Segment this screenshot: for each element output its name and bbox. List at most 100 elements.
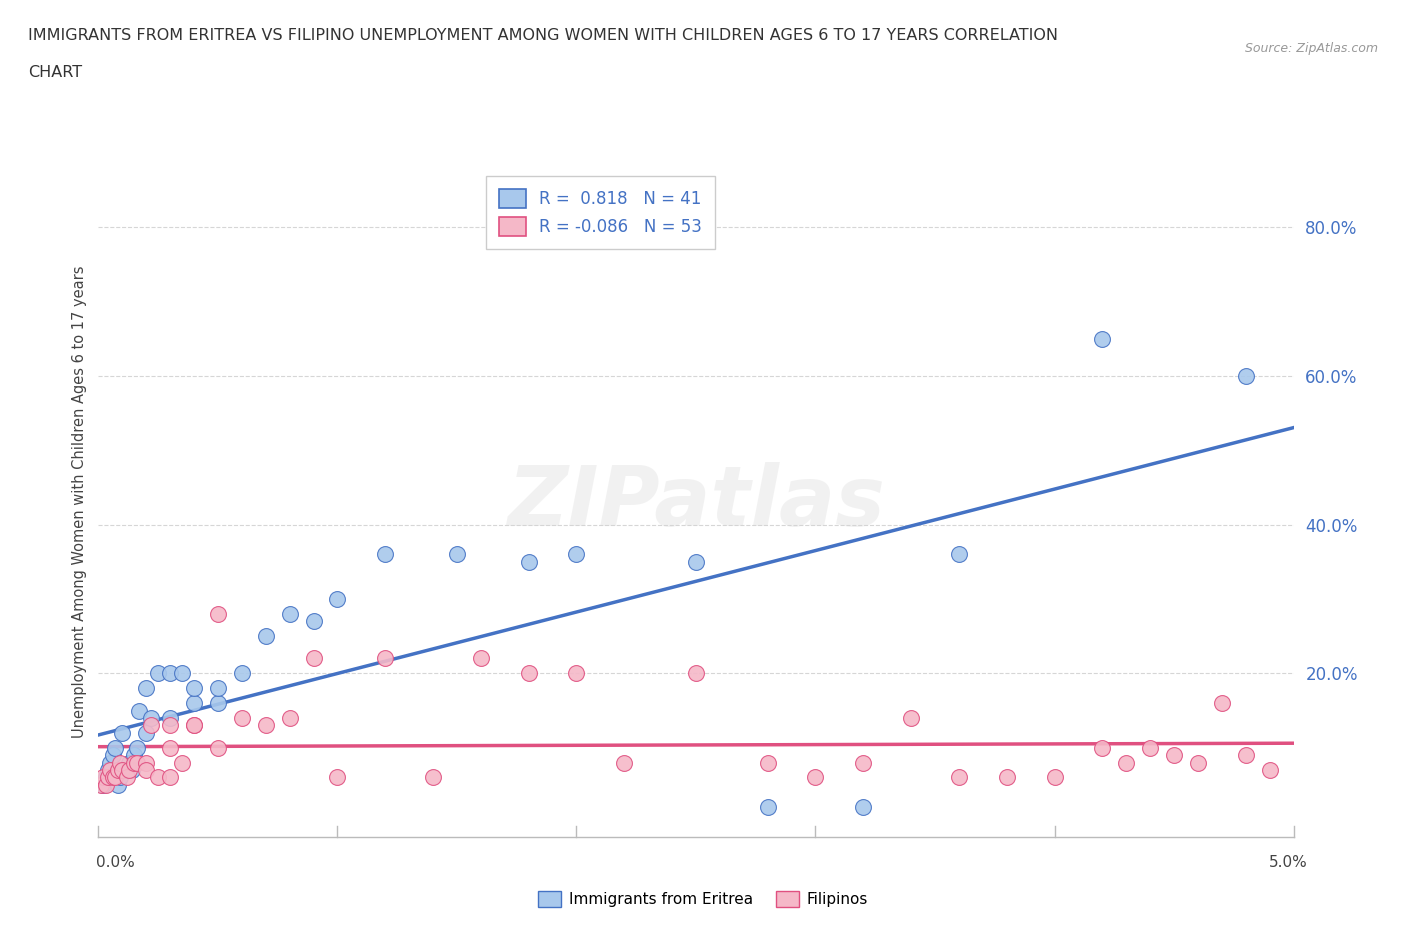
Point — [139, 711, 162, 725]
Point — [948, 547, 970, 562]
Point — [159, 770, 181, 785]
Text: IMMIGRANTS FROM ERITREA VS FILIPINO UNEMPLOYMENT AMONG WOMEN WITH CHILDREN AGES : IMMIGRANTS FROM ERITREA VS FILIPINO UNEM… — [28, 28, 1059, 43]
Point — [183, 718, 205, 733]
Point — [254, 718, 277, 733]
Text: 5.0%: 5.0% — [1268, 855, 1308, 870]
Point — [148, 770, 170, 785]
Point — [852, 755, 875, 770]
Point — [1115, 755, 1137, 770]
Point — [1234, 748, 1257, 763]
Point — [135, 763, 157, 777]
Point — [115, 770, 138, 785]
Point — [302, 651, 325, 666]
Point — [94, 770, 117, 785]
Point — [517, 554, 540, 569]
Point — [107, 763, 129, 777]
Point — [1043, 770, 1066, 785]
Point — [172, 666, 194, 681]
Point — [159, 718, 181, 733]
Point — [995, 770, 1018, 785]
Point — [107, 777, 129, 792]
Point — [108, 755, 131, 770]
Point — [231, 666, 253, 681]
Point — [159, 711, 181, 725]
Point — [104, 770, 127, 785]
Point — [278, 711, 301, 725]
Point — [685, 666, 707, 681]
Point — [1139, 740, 1161, 755]
Legend: Immigrants from Eritrea, Filipinos: Immigrants from Eritrea, Filipinos — [531, 884, 875, 913]
Point — [125, 740, 148, 755]
Point — [183, 696, 205, 711]
Point — [852, 800, 875, 815]
Point — [1187, 755, 1209, 770]
Point — [91, 777, 114, 792]
Point — [756, 755, 779, 770]
Point — [118, 755, 141, 770]
Point — [135, 725, 157, 740]
Point — [104, 740, 127, 755]
Point — [278, 606, 301, 621]
Point — [97, 770, 120, 785]
Point — [1258, 763, 1281, 777]
Point — [94, 777, 117, 792]
Point — [207, 681, 229, 696]
Point — [374, 547, 396, 562]
Point — [1163, 748, 1185, 763]
Point — [139, 718, 162, 733]
Point — [124, 748, 146, 763]
Point — [207, 740, 229, 755]
Point — [207, 606, 229, 621]
Point — [254, 629, 277, 644]
Point — [121, 763, 143, 777]
Point — [1234, 368, 1257, 383]
Point — [422, 770, 444, 785]
Point — [374, 651, 396, 666]
Point — [111, 725, 134, 740]
Point — [948, 770, 970, 785]
Point — [470, 651, 492, 666]
Point — [125, 755, 148, 770]
Point — [326, 591, 349, 606]
Point — [90, 777, 112, 792]
Point — [115, 763, 138, 777]
Point — [446, 547, 468, 562]
Point — [111, 763, 134, 777]
Text: 0.0%: 0.0% — [96, 855, 135, 870]
Point — [613, 755, 636, 770]
Point — [98, 755, 122, 770]
Point — [101, 748, 124, 763]
Point — [565, 666, 588, 681]
Text: CHART: CHART — [28, 65, 82, 80]
Point — [101, 770, 124, 785]
Point — [231, 711, 253, 725]
Point — [302, 614, 325, 629]
Point — [124, 755, 146, 770]
Point — [183, 718, 205, 733]
Point — [804, 770, 827, 785]
Legend: R =  0.818   N = 41, R = -0.086   N = 53: R = 0.818 N = 41, R = -0.086 N = 53 — [485, 176, 716, 249]
Point — [128, 703, 150, 718]
Point — [565, 547, 588, 562]
Y-axis label: Unemployment Among Women with Children Ages 6 to 17 years: Unemployment Among Women with Children A… — [72, 266, 87, 738]
Point — [900, 711, 922, 725]
Point — [135, 681, 157, 696]
Point — [118, 763, 141, 777]
Point — [517, 666, 540, 681]
Point — [97, 763, 120, 777]
Point — [1211, 696, 1233, 711]
Point — [326, 770, 349, 785]
Point — [183, 681, 205, 696]
Text: ZIPatlas: ZIPatlas — [508, 461, 884, 543]
Point — [91, 770, 114, 785]
Text: Source: ZipAtlas.com: Source: ZipAtlas.com — [1244, 42, 1378, 55]
Point — [135, 755, 157, 770]
Point — [159, 666, 181, 681]
Point — [685, 554, 707, 569]
Point — [1091, 331, 1114, 346]
Point — [756, 800, 779, 815]
Point — [159, 740, 181, 755]
Point — [207, 696, 229, 711]
Point — [1091, 740, 1114, 755]
Point — [108, 770, 131, 785]
